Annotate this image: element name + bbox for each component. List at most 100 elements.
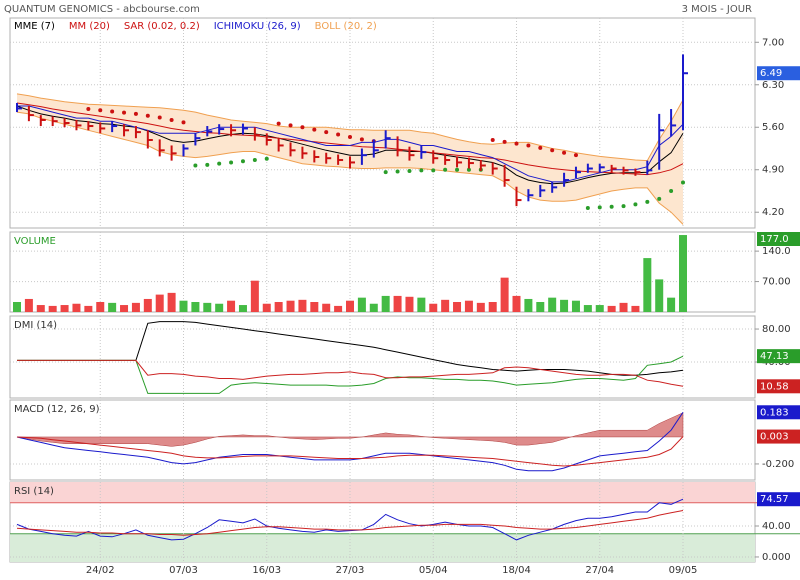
- sar-dot: [133, 111, 138, 116]
- sar-dot: [169, 117, 174, 122]
- y-tick-label: -0.200: [762, 459, 794, 470]
- x-tick-label: 18/04: [502, 565, 531, 576]
- volume-bar: [607, 305, 616, 312]
- volume-bar: [655, 279, 664, 312]
- sar-dot: [502, 139, 507, 144]
- y-tick-label: 7.00: [762, 37, 784, 48]
- value-tag-label: 0.003: [760, 432, 789, 443]
- volume-bar: [583, 305, 592, 312]
- chart-title: QUANTUM GENOMICS - abcbourse.com: [4, 4, 200, 15]
- volume-bar: [286, 300, 295, 312]
- y-tick-label: 0.000: [762, 552, 791, 563]
- volume-bar: [167, 292, 176, 312]
- value-tag-label: 47.13: [760, 351, 789, 362]
- y-tick-label: 70.00: [762, 277, 791, 288]
- volume-bar: [143, 298, 152, 312]
- volume-bar: [667, 297, 676, 312]
- sar-dot: [145, 113, 150, 118]
- volume-bar: [179, 300, 188, 312]
- volume-bar: [571, 300, 580, 312]
- volume-bar: [24, 298, 33, 312]
- volume-bar: [60, 305, 69, 312]
- volume-bar: [595, 305, 604, 312]
- x-tick-label: 16/03: [252, 565, 281, 576]
- volume-bar: [120, 305, 129, 312]
- sar-dot: [217, 161, 222, 166]
- y-tick-label: 4.90: [762, 165, 784, 176]
- sar-dot: [336, 132, 341, 137]
- volume-bar: [191, 302, 200, 312]
- sar-dot: [609, 204, 614, 209]
- panel-label: RSI (14): [14, 486, 54, 497]
- sar-dot: [122, 110, 127, 115]
- value-tag: [757, 405, 800, 420]
- volume-bar: [238, 305, 247, 312]
- volume-bar: [310, 302, 319, 312]
- x-tick-label: 27/03: [336, 565, 365, 576]
- volume-bar: [679, 235, 687, 312]
- value-tag-label: 0.183: [760, 407, 789, 418]
- period: 3 MOIS - JOUR: [682, 4, 752, 15]
- sar-dot: [86, 107, 91, 112]
- sar-dot: [562, 150, 567, 155]
- sar-dot: [407, 168, 412, 173]
- indicator-line: [16, 510, 684, 536]
- volume-bar: [298, 299, 307, 312]
- legend-entry: MM (20): [69, 21, 110, 32]
- indicator-line: [16, 498, 684, 541]
- sar-dot: [240, 159, 245, 164]
- x-tick-label: 09/05: [669, 565, 698, 576]
- panel-label: MACD (12, 26, 9): [14, 404, 100, 415]
- indicator-line: [16, 436, 684, 467]
- value-tag-label: 74.57: [760, 494, 789, 505]
- volume-bar: [429, 303, 438, 312]
- volume-bar: [536, 302, 545, 312]
- indicator-line: [17, 359, 684, 387]
- x-tick-label: 05/04: [419, 565, 448, 576]
- sar-dot: [645, 199, 650, 204]
- legend-entry: ICHIMOKU (26, 9): [214, 21, 301, 32]
- volume-bar: [108, 302, 117, 312]
- oversold-zone: [10, 533, 755, 562]
- indicator-line: [16, 105, 684, 185]
- volume-bar: [203, 302, 212, 312]
- sar-dot: [585, 205, 590, 210]
- sar-dot: [657, 196, 662, 201]
- sar-dot: [455, 167, 460, 172]
- sar-dot: [193, 163, 198, 168]
- value-tag-label: 177.0: [760, 234, 789, 245]
- volume-bar: [619, 302, 628, 312]
- value-tag: [757, 66, 800, 81]
- volume-bar: [274, 302, 283, 312]
- volume-bar: [369, 303, 378, 312]
- sar-dot: [205, 162, 210, 167]
- sar-dot: [621, 204, 626, 209]
- sar-dot: [324, 130, 329, 135]
- value-tag-label: 6.49: [760, 68, 782, 79]
- volume-bar: [512, 295, 521, 312]
- volume-bar: [488, 302, 497, 312]
- sar-dot: [276, 121, 281, 126]
- sar-dot: [681, 180, 685, 185]
- sar-dot: [300, 125, 305, 130]
- sar-dot: [550, 148, 555, 153]
- sar-dot: [514, 141, 519, 146]
- y-tick-label: 6.30: [762, 80, 784, 91]
- sar-dot: [383, 170, 388, 175]
- sar-dot: [229, 160, 234, 165]
- volume-bar: [524, 298, 533, 312]
- panel-label: DMI (14): [14, 320, 57, 331]
- sar-dot: [419, 168, 424, 173]
- volume-bar: [643, 258, 652, 312]
- volume-bar: [560, 299, 569, 312]
- volume-bar: [72, 303, 81, 312]
- sar-dot: [633, 202, 638, 207]
- overbought-zone: [10, 482, 755, 503]
- sar-dot: [669, 188, 674, 193]
- sar-dot: [312, 127, 317, 132]
- value-tag-label: 10.58: [760, 381, 789, 392]
- volume-bar: [393, 295, 402, 312]
- volume-bar: [334, 305, 343, 312]
- sar-dot: [597, 205, 602, 210]
- sar-dot: [288, 123, 293, 128]
